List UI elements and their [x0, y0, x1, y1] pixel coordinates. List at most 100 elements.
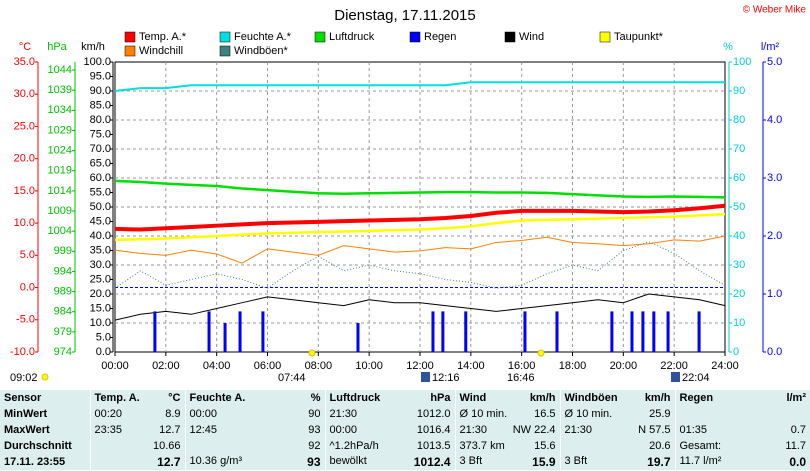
cell-text: 1012.0 — [416, 408, 451, 420]
y-tick-label: -10.0 — [10, 346, 35, 358]
legend-label: Regen — [424, 31, 456, 43]
legend-label: Temp. A.* — [139, 31, 187, 43]
legend-label: Taupunkt* — [614, 31, 664, 43]
x-tick-label: 12:00 — [406, 360, 434, 372]
table-cell: MinWert — [0, 406, 90, 422]
y-tick-label: 50 — [733, 201, 745, 213]
series-line — [114, 293, 726, 321]
sun-icon — [537, 349, 545, 357]
astro-label: 09:02 — [10, 372, 38, 384]
table-cell: 93 10.36 g/m³ — [184, 454, 325, 470]
cell-text: Luftdruck — [329, 392, 381, 404]
x-tick-label: 14:00 — [457, 360, 485, 372]
cell-text: 90 — [308, 408, 321, 420]
axis-title: km/h — [81, 41, 105, 53]
table-cell: Sensor — [0, 390, 90, 406]
cell-text: 8.9 — [165, 408, 181, 420]
cell-text: 20.6 — [649, 440, 671, 452]
axis-title: °C — [19, 41, 31, 53]
cell-text: 0.7 — [790, 424, 806, 436]
y-tick-label: 60.0 — [90, 172, 111, 184]
legend-swatch — [409, 31, 421, 43]
cell-text: 17.11. 23:55 — [4, 456, 66, 468]
table-cell: MaxWert — [0, 422, 90, 438]
cell-text: 25.9 — [649, 408, 671, 420]
x-tick-label: 02:00 — [152, 360, 180, 372]
cell-text: N 57.5 — [638, 424, 671, 436]
y-tick-label: 20 — [733, 288, 745, 300]
y-tick-label: 1019 — [48, 165, 72, 177]
y-tick-label: 50.0 — [90, 201, 111, 213]
rain-bar — [666, 311, 670, 352]
table-cell: °C Temp. A. — [89, 390, 185, 406]
cell-text: 10.36 g/m³ — [189, 455, 243, 467]
y-tick-label: 5.0 — [20, 249, 35, 261]
table-cell: 16.5 Ø 10 min. — [454, 406, 560, 422]
x-tick-label: 08:00 — [305, 360, 333, 372]
cell-text: 12.7 — [159, 424, 181, 436]
rain-bar — [356, 323, 360, 352]
table-cell: 11.7 Gesamt: — [674, 438, 810, 454]
cell-text: 92 — [308, 440, 321, 452]
table-cell: 25.9 Ø 10 min. — [559, 406, 675, 422]
legend-label: Windchill — [139, 45, 183, 57]
x-tick-label: 16:00 — [508, 360, 536, 372]
y-tick-label: 70.0 — [90, 143, 111, 155]
x-tick-label: 04:00 — [203, 360, 231, 372]
cell-text: km/h — [529, 392, 556, 404]
y-tick-label: 984 — [54, 306, 72, 318]
cell-text: 21:30 — [564, 424, 593, 436]
table-cell: N 57.5 21:30 — [559, 422, 675, 438]
y-tick-label: 55.0 — [90, 186, 111, 198]
table-cell: 20.6 — [559, 438, 675, 454]
cell-text: 21:30 — [329, 408, 358, 420]
rain-bar — [261, 311, 265, 352]
table-row: MaxWert 12.7 23:35 93 12:45 1016.4 00:00 NW 22.… — [0, 422, 810, 438]
summary-table: Sensor °C Temp. A.% Feuchte A. hPa Luftdruck k… — [0, 390, 810, 470]
cell-text: Ø 10 min. — [459, 408, 508, 420]
y-tick-label: 100.0 — [83, 56, 111, 68]
x-tick-label: 06:00 — [254, 360, 282, 372]
cell-text: ^1.2hPa/h — [329, 440, 379, 452]
y-tick-label: 1029 — [48, 124, 72, 136]
table-cell: 1012.0 21:30 — [324, 406, 455, 422]
table-cell: 15.9 3 Bft — [454, 454, 560, 470]
table-cell: % Feuchte A. — [184, 390, 325, 406]
cell-text: Windböen — [564, 392, 618, 404]
table-cell: 1016.4 00:00 — [324, 422, 455, 438]
y-tick-label: 95.0 — [90, 70, 111, 82]
cell-text: hPa — [430, 392, 451, 404]
x-tick-label: 24:00 — [711, 360, 739, 372]
axis-title: % — [723, 41, 733, 53]
legend-swatch — [219, 45, 231, 57]
y-tick-label: 10.0 — [90, 317, 111, 329]
cell-text: 00:00 — [329, 424, 358, 436]
moon-icon — [671, 372, 680, 382]
chart: Dienstag, 17.11.2015 © Weber Mike 09:02 … — [10, 5, 807, 384]
y-tick-label: 994 — [54, 265, 72, 277]
y-tick-label: 974 — [54, 346, 72, 358]
table-cell: 93 12:45 — [184, 422, 325, 438]
legend-swatch — [504, 31, 516, 43]
y-tick-label: 4.0 — [767, 114, 782, 126]
y-tick-label: 0.0 — [20, 281, 35, 293]
rain-bar — [652, 311, 656, 352]
y-tick-label: 1009 — [48, 205, 72, 217]
y-tick-label: 80 — [733, 114, 745, 126]
rain-bar — [555, 311, 559, 352]
table-cell: 1012.4 bewölkt — [324, 454, 455, 470]
table-cell: NW 22.4 21:30 — [454, 422, 560, 438]
y-tick-label: 20.0 — [90, 288, 111, 300]
table-cell: km/h Windböen — [559, 390, 675, 406]
cell-text: 93 — [307, 455, 321, 469]
cell-text: 373.7 km — [459, 440, 505, 452]
cell-text: 1016.4 — [416, 424, 451, 436]
rain-bar — [697, 311, 701, 352]
table-cell: 92 — [184, 438, 325, 454]
y-tick-label: -5.0 — [16, 314, 35, 326]
series-line — [114, 212, 726, 242]
x-tick-label: 10:00 — [355, 360, 383, 372]
table-cell — [674, 406, 810, 422]
series-line — [114, 179, 726, 199]
